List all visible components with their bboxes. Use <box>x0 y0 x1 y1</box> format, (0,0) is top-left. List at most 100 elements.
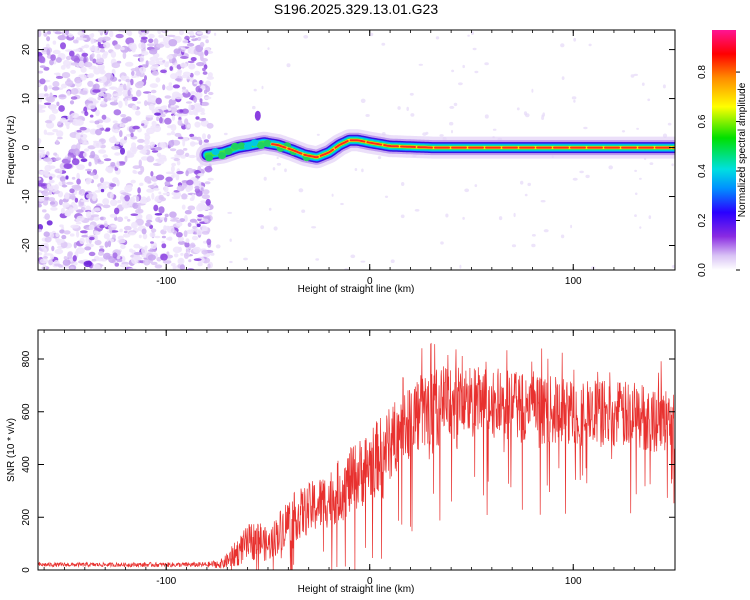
spectrogram-noise-blob <box>38 56 46 64</box>
spectrogram-noise-blob <box>74 77 82 84</box>
spectrogram-noise-blob <box>161 235 166 239</box>
spectrogram-noise-blob <box>64 211 70 217</box>
spectrogram-noise-blob <box>89 172 95 176</box>
spectrogram-speckle <box>570 224 573 229</box>
spectrogram-noise-blob <box>203 89 208 95</box>
spectrogram-noise-blob <box>188 154 197 159</box>
spectrogram-noise-blob <box>109 183 117 188</box>
spectrogram-noise-blob <box>138 42 146 50</box>
spectrogram-noise-blob <box>171 162 177 167</box>
spectrogram-noise-blob <box>107 240 112 248</box>
spectrogram-noise-blob <box>43 66 50 71</box>
spectrogram-noise-blob <box>94 239 102 246</box>
spectrogram-noise-blob <box>58 168 63 175</box>
spectrogram-noise-blob <box>75 119 84 126</box>
spectrogram-noise-blob <box>177 257 185 265</box>
spectrogram-speckle <box>303 35 309 39</box>
spectrogram-noise-blob <box>159 116 163 124</box>
spectrogram-noise-blob <box>133 251 143 256</box>
spectrogram-noise-blob <box>65 79 74 86</box>
spectrogram-noise-blob <box>71 176 76 180</box>
spectrogram-speckle <box>523 111 528 116</box>
spectrogram-x-tick-label: -100 <box>156 276 176 287</box>
spectrogram-noise-blob <box>96 53 101 60</box>
spectrogram-noise-blob <box>202 189 210 195</box>
spectrogram-noise-blob <box>128 231 136 236</box>
spectrogram-noise-blob <box>54 248 64 255</box>
spectrogram-noise-blob <box>88 161 92 167</box>
spectrogram-noise-blob <box>70 224 80 229</box>
snr-x-tick-label: 0 <box>367 576 373 587</box>
spectrogram-noise-blob <box>189 63 195 69</box>
spectrogram-noise-blob <box>129 248 134 253</box>
spectrogram-noise-blob <box>42 200 49 206</box>
spectrogram-noise-blob <box>125 116 132 122</box>
spectrogram-noise-blob <box>141 123 145 126</box>
spectrogram-noise-blob <box>152 187 160 191</box>
spectrogram-noise-blob <box>170 219 178 222</box>
spectrogram-noise-blob <box>168 39 178 47</box>
spectrogram-noise-blob <box>132 165 141 170</box>
spectrogram-noise-blob <box>189 197 194 201</box>
spectrogram-noise-blob <box>207 177 214 181</box>
spectrogram-noise-blob <box>83 44 90 49</box>
spectrogram-noise-blob <box>202 240 208 244</box>
spectrogram-noise-blob <box>207 263 211 269</box>
spectrogram-speckle <box>384 195 389 198</box>
spectrogram-noise-blob <box>120 46 125 51</box>
spectrogram-noise-blob <box>190 142 199 145</box>
spectrogram-noise-blob <box>162 30 167 33</box>
spectrogram-noise-blob <box>119 123 126 128</box>
spectrogram-speckle <box>276 162 282 166</box>
spectrogram-ridge-blob <box>237 142 246 150</box>
spectrogram-noise-blob <box>185 186 191 193</box>
spectrogram-noise-blob <box>99 48 105 53</box>
spectrogram-noise-blob <box>169 148 177 152</box>
spectrogram-noise-blob <box>65 30 69 36</box>
spectrogram-speckle <box>340 202 344 206</box>
spectrogram-noise-blob <box>39 65 46 68</box>
spectrogram-noise-blob <box>79 237 85 245</box>
spectrogram-noise-blob <box>208 91 214 96</box>
spectrogram-noise-blob <box>112 120 118 124</box>
spectrogram-noise-blob <box>89 120 95 124</box>
spectrogram-noise-blob <box>89 33 94 39</box>
spectrogram-frame <box>37 29 676 271</box>
spectrogram-noise-blob <box>161 243 167 249</box>
spectrogram-noise-blob <box>161 240 165 244</box>
spectrogram-noise-blob <box>78 60 85 68</box>
snr-y-tick-label: 600 <box>21 403 32 420</box>
spectrogram-noise-blob <box>75 247 85 255</box>
spectrogram-speckle <box>360 98 366 104</box>
spectrogram-noise-blob <box>46 48 51 56</box>
spectrogram-noise-blob <box>97 30 103 33</box>
spectrogram-noise-blob <box>189 242 196 249</box>
spectrogram-noise-blob <box>109 213 117 218</box>
spectrogram-noise-blob <box>195 116 200 120</box>
spectrogram-noise-blob <box>46 121 55 129</box>
spectrogram-noise-blob <box>119 130 123 138</box>
spectrogram-speckle <box>263 176 267 181</box>
spectrogram-noise-blob <box>194 37 198 41</box>
spectrogram-noise-blob <box>150 171 154 177</box>
spectrogram-noise-blob <box>178 116 182 121</box>
spectrogram-noise-blob <box>93 207 101 212</box>
spectrogram-speckle <box>492 128 497 131</box>
spectrogram-noise-blob <box>202 215 211 219</box>
spectrogram-noise-blob <box>205 39 209 44</box>
spectrogram-noise-blob <box>76 230 80 238</box>
spectrogram-noise-blob <box>160 253 168 261</box>
spectrogram-noise-blob <box>64 192 70 200</box>
spectrogram-noise-blob <box>139 55 145 63</box>
spectrogram-noise-blob <box>79 126 87 131</box>
spectrogram-noise-blob <box>80 158 88 163</box>
spectrogram-noise-blob <box>102 154 109 158</box>
spectrogram-speckle <box>449 121 454 126</box>
spectrogram-noise-blob <box>53 72 61 76</box>
snr-y-label: SNR (10 * v/v) <box>6 418 17 482</box>
spectrogram-noise-blob <box>46 220 53 226</box>
spectrogram-noise-blob <box>59 229 65 234</box>
spectrogram-noise-blob <box>46 97 55 103</box>
spectrogram-noise-blob <box>104 241 109 248</box>
spectrogram-speckle <box>301 209 306 213</box>
